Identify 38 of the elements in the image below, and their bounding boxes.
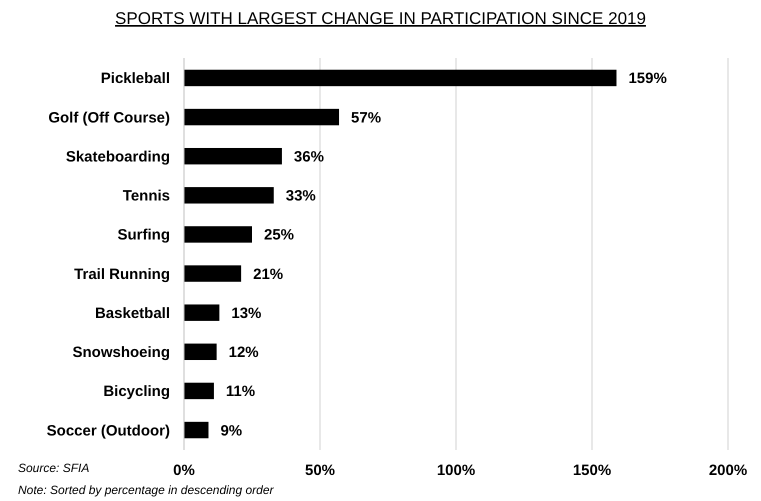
data-label: 159%	[628, 70, 667, 88]
y-tick-label: Skateboarding	[66, 148, 170, 166]
y-tick-label: Pickleball	[100, 70, 170, 88]
x-tick-label: 150%	[572, 462, 612, 479]
bar	[184, 422, 208, 438]
bar	[184, 148, 282, 164]
data-label: 33%	[286, 188, 316, 205]
text: Note: Sorted by percentage in descending order	[18, 483, 274, 497]
bar	[184, 226, 252, 243]
data-label: 13%	[231, 304, 262, 322]
y-tick-label: Surfing	[118, 226, 170, 244]
x-tick-label: 50%	[304, 462, 336, 479]
data-label: 11%	[226, 383, 256, 400]
data-label: 57%	[351, 109, 382, 126]
data-label: 21%	[253, 266, 284, 283]
data-label: 25%	[264, 226, 294, 244]
chart-title: SPORTS WITH LARGEST CHANGE IN PARTICIPATION SINCE 2019	[115, 9, 646, 28]
bar	[184, 382, 214, 400]
y-tick-label: Golf (Off Course)	[48, 109, 170, 126]
x-tick-label: 100%	[436, 462, 476, 479]
y-tick-label: Snowshoeing	[72, 344, 170, 362]
data-label: 9%	[220, 422, 242, 440]
bar	[184, 344, 217, 360]
x-tick-label: 200%	[708, 462, 748, 479]
bar	[184, 265, 242, 282]
bar	[184, 70, 616, 86]
y-tick-label: Bicycling	[103, 383, 170, 400]
y-tick-label: Tennis	[122, 188, 170, 205]
data-label: 36%	[294, 148, 324, 166]
x-tick-label: 0%	[173, 462, 195, 479]
source-note: Source: SFIA	[18, 461, 90, 475]
bar	[184, 187, 274, 204]
y-tick-label: Trail Running	[74, 266, 170, 283]
bar	[184, 108, 340, 126]
y-tick-label: Basketball	[94, 304, 170, 322]
bar	[184, 304, 220, 321]
y-tick-label: Soccer (Outdoor)	[46, 422, 170, 440]
data-label: 12%	[228, 344, 259, 362]
